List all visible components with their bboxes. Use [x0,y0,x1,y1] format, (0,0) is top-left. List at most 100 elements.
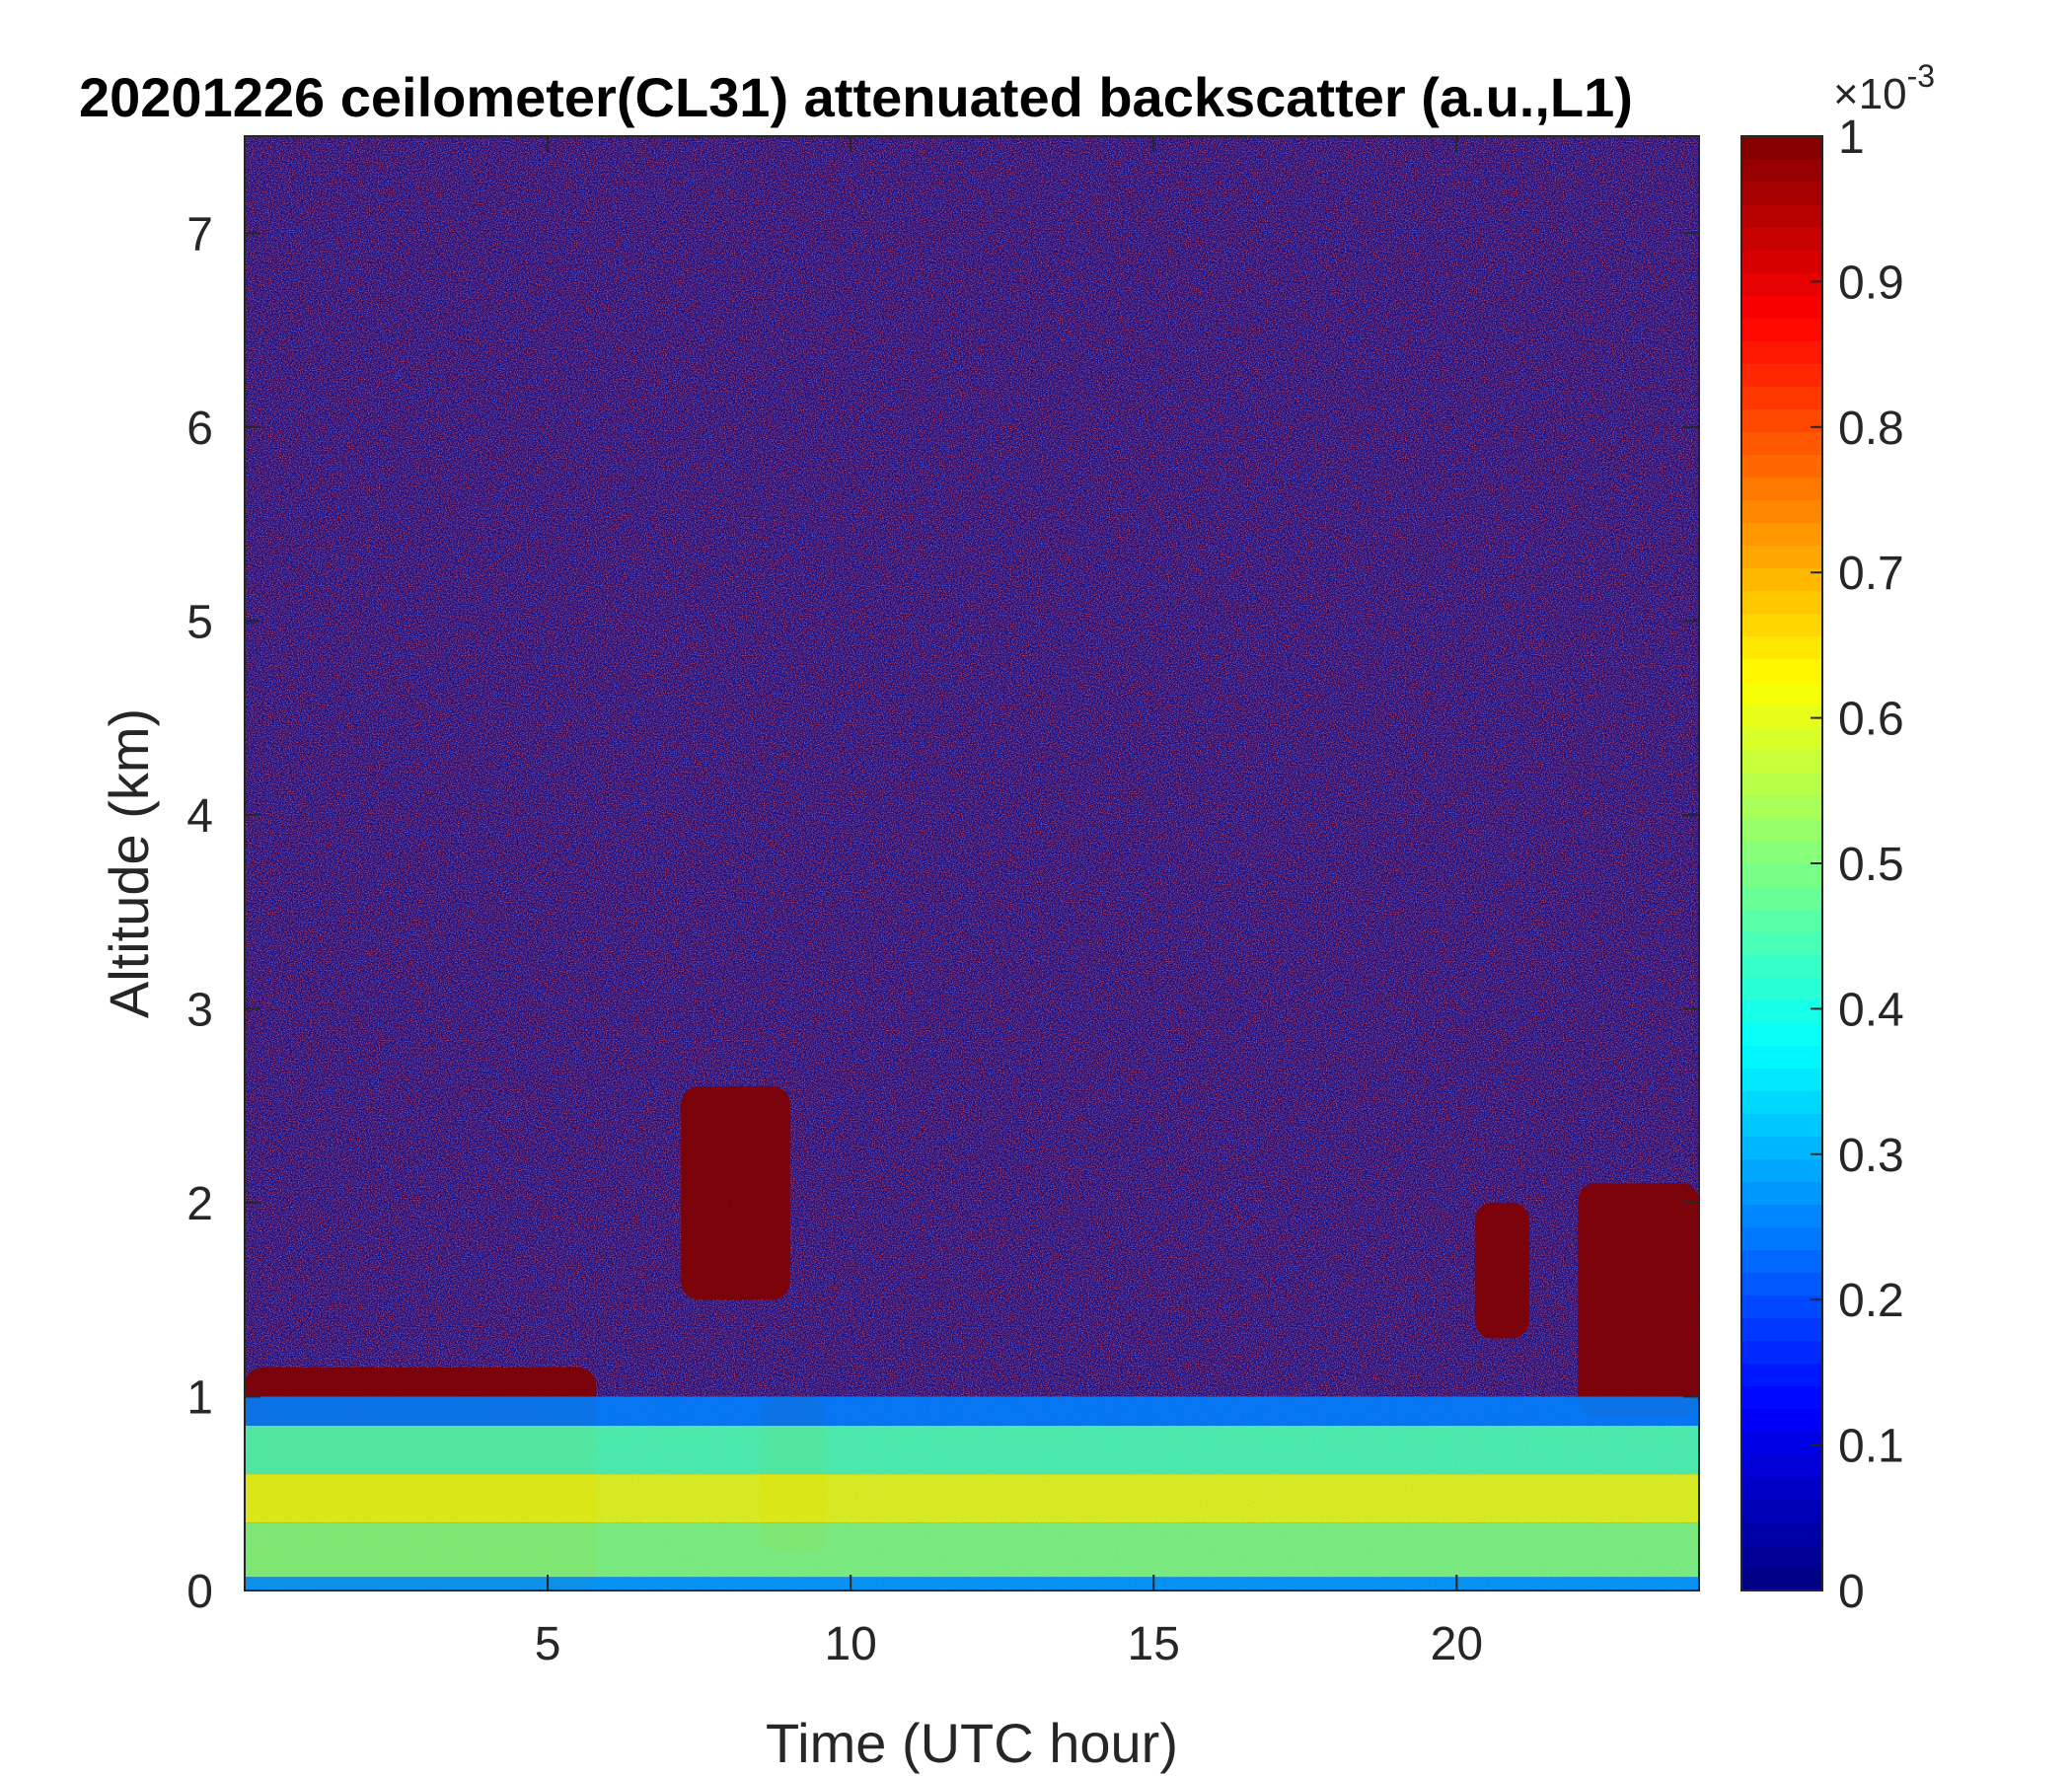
x-tick-label: 5 [535,1618,561,1670]
colorbar-swatch [1741,931,1822,955]
colorbar-ticks: 0 0.1 0.2 0.3 0.4 0.5 0.6 0.7 0.8 0.9 1 [1811,111,1904,1618]
colorbar-exponent-base: ×10 [1833,70,1907,118]
colorbar-tick-label: 0.4 [1838,984,1904,1036]
colorbar-swatch [1741,1226,1822,1251]
colorbar-swatch [1741,1363,1822,1387]
plot-area [245,136,1699,1591]
y-tick-label: 2 [186,1178,213,1230]
colorbar-swatch [1741,499,1822,524]
colorbar-swatch [1741,250,1822,273]
colorbar-swatch [1741,886,1822,910]
colorbar-swatch [1741,1476,1822,1501]
cloud-feature [681,1086,790,1300]
colorbar-swatch [1741,817,1822,842]
colorbar-swatch [1741,1567,1822,1591]
colorbar-tick-label: 0.6 [1838,694,1904,746]
colorbar-swatch [1741,340,1822,364]
colorbar-swatch [1741,477,1822,501]
colorbar-swatch [1741,1022,1822,1046]
colorbar-swatch [1741,863,1822,887]
colorbar-swatch [1741,545,1822,569]
colorbar-swatch [1741,726,1822,751]
cloud-feature [1474,1202,1530,1339]
chart-title: 20201226 ceilometer(CL31) attenuated bac… [79,66,1633,128]
colorbar-swatch [1741,318,1822,341]
colorbar-swatch [1741,613,1822,637]
colorbar-swatch [1741,635,1822,660]
colorbar-tick-label: 0.8 [1838,403,1904,455]
colorbar-swatch [1741,408,1822,433]
aerosol-layer-band [245,1577,1699,1591]
colorbar-tick-label: 0.3 [1838,1130,1904,1182]
colorbar-swatch [1741,772,1822,796]
colorbar-tick-label: 0.7 [1838,548,1904,600]
y-tick-label: 1 [186,1371,213,1424]
x-tick-label: 10 [824,1618,876,1670]
x-axis: 5 10 15 20 [535,136,1483,1670]
aerosol-layer-band [245,1522,1699,1578]
aerosol-layer-band [245,1425,1699,1475]
colorbar-swatch [1741,1544,1822,1569]
colorbar-swatch [1741,1295,1822,1319]
colorbar-swatch [1741,1499,1822,1523]
x-axis-label: Time (UTC hour) [766,1712,1178,1774]
aerosol-layer-band [245,1474,1699,1523]
colorbar-swatch [1741,658,1822,683]
colorbar [1741,136,1822,1591]
colorbar-swatch [1741,522,1822,547]
colorbar-tick-label: 0.1 [1838,1421,1904,1473]
heatmap-noise-cyan [245,136,1699,1591]
cloud-feature [1578,1183,1699,1417]
colorbar-swatch [1741,159,1822,183]
colorbar-swatch [1741,1521,1822,1546]
colorbar-tick-label: 1 [1838,111,1865,164]
colorbar-swatch [1741,977,1822,1000]
y-tick-label: 3 [186,984,213,1036]
y-axis-label: Altitude (km) [98,708,160,1018]
colorbar-swatch [1741,1068,1822,1091]
colorbar-swatch [1741,1408,1822,1433]
heatmap-features [245,1086,1699,1591]
colorbar-swatch [1741,1181,1822,1206]
colorbar-swatch [1741,1136,1822,1160]
colorbar-tick-label: 0 [1838,1566,1865,1618]
colorbar-tick-label: 0.2 [1838,1275,1904,1327]
colorbar-swatch [1741,794,1822,819]
colorbar-swatch [1741,1385,1822,1410]
colorbar-swatch [1741,1249,1822,1274]
colorbar-swatch [1741,1317,1822,1342]
colorbar-swatch [1741,454,1822,479]
colorbar-swatch [1741,363,1822,387]
colorbar-swatch [1741,1272,1822,1296]
colorbar-swatch [1741,1045,1822,1069]
colorbar-swatch [1741,1158,1822,1183]
colorbar-swatch [1741,681,1822,705]
colorbar-swatch [1741,182,1822,205]
colorbar-swatch [1741,840,1822,864]
y-axis: 0 1 2 3 4 5 6 7 [186,208,1699,1618]
colorbar-swatch [1741,590,1822,615]
colorbar-swatch [1741,1204,1822,1228]
x-tick-label: 15 [1128,1618,1180,1670]
y-tick-label: 0 [186,1566,213,1618]
colorbar-swatch [1741,1113,1822,1137]
y-tick-label: 6 [186,403,213,455]
aerosol-layer-band [245,1396,1699,1426]
colorbar-swatch [1741,703,1822,728]
colorbar-swatch [1741,1431,1822,1455]
colorbar-swatch [1741,567,1822,592]
colorbar-swatch [1741,1090,1822,1114]
colorbar-swatch [1741,272,1822,296]
colorbar-swatch [1741,1453,1822,1478]
colorbar-swatch [1741,386,1822,409]
colorbar-swatch [1741,999,1822,1023]
y-tick-label: 7 [186,208,213,260]
colorbar-tick-label: 0.5 [1838,839,1904,891]
colorbar-swatch [1741,1340,1822,1365]
colorbar-swatch [1741,431,1822,456]
x-tick-label: 20 [1431,1618,1483,1670]
y-tick-label: 5 [186,596,213,648]
colorbar-swatch [1741,227,1822,251]
plot-frame [244,135,1700,1591]
